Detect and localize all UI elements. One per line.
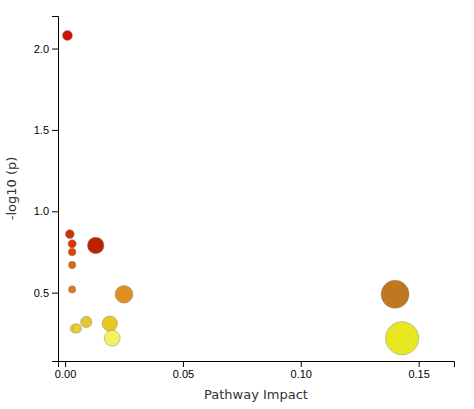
tick: 1.5 — [34, 124, 58, 136]
points — [62, 31, 418, 355]
tick-mark — [52, 211, 58, 212]
point — [68, 240, 76, 248]
point — [81, 316, 92, 327]
tick: 0.05 — [173, 361, 194, 380]
point — [115, 285, 133, 303]
tick-mark — [183, 361, 184, 367]
tick-mark — [52, 293, 58, 294]
point — [102, 316, 117, 331]
tick: 2.0 — [34, 43, 58, 55]
tick-label: 0.15 — [408, 368, 429, 380]
tick-label: 0.05 — [173, 368, 194, 380]
tick: 0.15 — [408, 361, 429, 380]
tick: 0.5 — [34, 287, 58, 299]
y-axis-title: -log10 (p) — [4, 157, 19, 221]
point — [62, 31, 72, 41]
tick-mark — [52, 49, 58, 50]
tick: 1.0 — [34, 205, 58, 217]
tick-mark — [301, 361, 302, 367]
tick-label: 1.5 — [34, 124, 49, 136]
tick-mark — [419, 361, 420, 367]
axis-line — [52, 17, 59, 362]
point — [104, 330, 120, 346]
point — [386, 322, 419, 355]
tick-label: 0.10 — [291, 368, 312, 380]
x-axis-title: Pathway Impact — [204, 387, 308, 402]
point — [72, 324, 81, 333]
point — [87, 237, 104, 254]
tick-label: 1.0 — [34, 205, 49, 217]
tick: 0.00 — [55, 361, 76, 380]
tick-label: 0.5 — [34, 287, 49, 299]
point — [68, 286, 75, 293]
tick-mark — [52, 130, 58, 131]
x-axis: 0.00 0.05 0.10 0.15 — [55, 361, 455, 380]
tick-mark — [65, 361, 66, 367]
plot: 0.00 0.05 0.10 0.15 0.5 1.0 1.5 2.0 — [34, 17, 455, 380]
chart: 0.00 0.05 0.10 0.15 0.5 1.0 1.5 2.0 Pathway Impa… — [0, 0, 474, 409]
tick-label: 2.0 — [34, 43, 49, 55]
point — [381, 280, 409, 308]
tick-label: 0.00 — [55, 368, 76, 380]
y-axis: 0.5 1.0 1.5 2.0 — [34, 17, 59, 362]
point — [68, 248, 76, 256]
point — [65, 230, 74, 239]
point — [68, 261, 75, 268]
axis-line — [59, 362, 455, 368]
tick: 0.10 — [291, 361, 312, 380]
